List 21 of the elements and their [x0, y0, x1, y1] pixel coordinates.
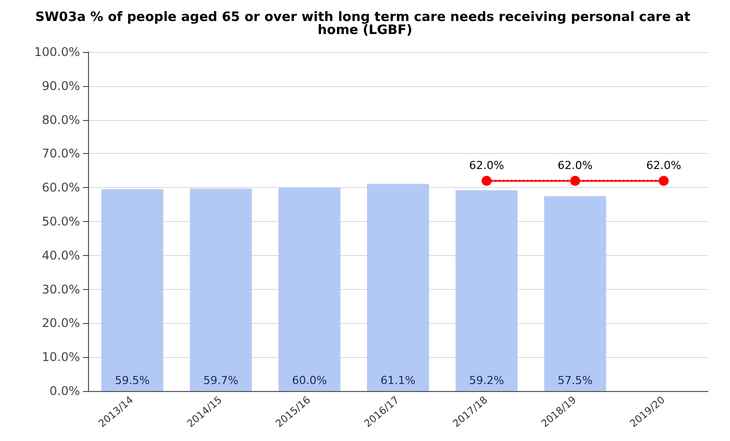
y-tick-label: 10.0%	[42, 350, 80, 364]
data-label: 61.1%	[380, 374, 416, 387]
data-label: 59.5%	[114, 374, 150, 387]
data-label: 60.0%	[292, 374, 327, 387]
y-tick-label: 20.0%	[42, 316, 80, 330]
data-label: 57.5%	[558, 374, 593, 387]
y-tick-label: 100.0%	[34, 45, 80, 59]
data-label: 59.2%	[469, 374, 504, 387]
data-label: 62.0%	[469, 158, 504, 172]
y-tick-label: 50.0%	[42, 214, 80, 228]
data-label: 59.7%	[203, 374, 238, 387]
y-tick-label: 40.0%	[42, 248, 80, 262]
y-tick-label: 30.0%	[42, 282, 80, 296]
data-label: 62.0%	[558, 158, 593, 172]
y-tick-label: 70.0%	[42, 146, 80, 161]
y-tick-label: 90.0%	[42, 78, 80, 93]
y-tick-label: 60.0%	[42, 180, 80, 195]
y-tick-label: 0.0%	[50, 384, 80, 398]
data-label: 62.0%	[646, 158, 682, 172]
y-tick-label: 80.0%	[42, 112, 80, 127]
chart-title: SW03a % of people aged 65 or over with long term care needs receiving personal care at home (LGBF)	[35, 10, 695, 38]
